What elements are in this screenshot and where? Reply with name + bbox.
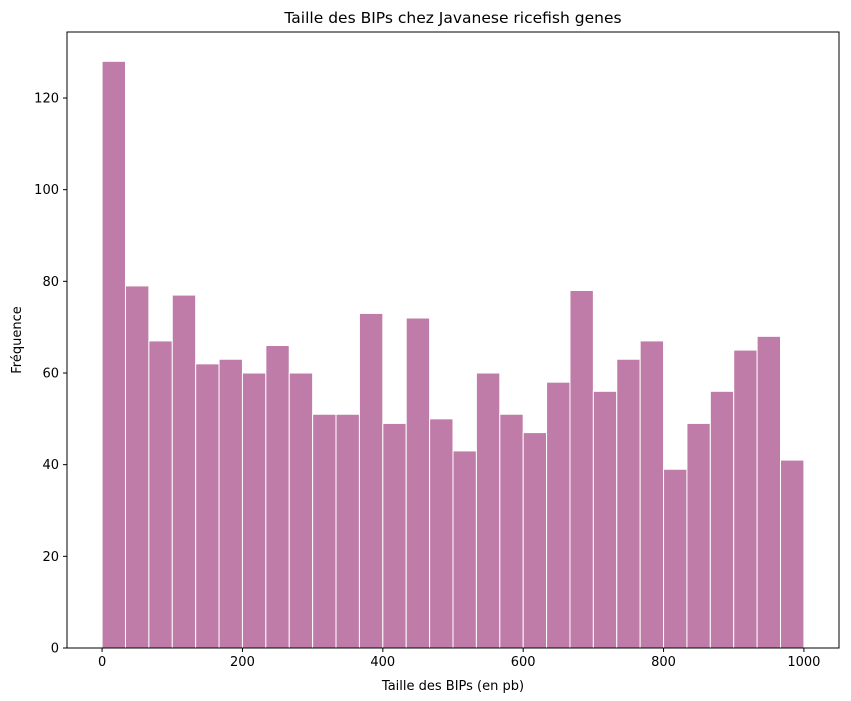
histogram-bar [592,390,618,649]
histogram-bar [429,418,454,649]
histogram-bar [124,285,150,649]
histogram-bar [101,60,126,649]
y-tick-label: 120 [34,92,59,107]
y-tick-label: 60 [42,367,59,382]
histogram-bar [639,340,665,649]
x-tick-label: 400 [370,655,395,670]
histogram-bar [148,340,173,649]
histogram-bar [452,450,477,649]
x-tick-label: 200 [230,655,255,670]
histogram-bar [733,349,758,649]
histogram-bar [686,422,711,649]
histogram-bar [756,335,782,649]
histogram-bar [265,345,290,649]
histogram-bar [499,413,524,649]
histogram-bar [709,390,735,649]
y-tick-label: 0 [51,642,59,657]
histogram-bar [358,312,384,649]
x-tick-label: 0 [98,655,106,670]
x-tick-label: 800 [651,655,676,670]
histogram-bar [475,372,501,649]
x-axis-ticks: 0 200 400 600 800 1000 [98,648,820,670]
y-tick-label: 80 [42,275,59,290]
histogram-bar [663,468,688,649]
chart-title: Taille des BIPs chez Javanese ricefish g… [283,9,621,27]
x-tick-label: 600 [511,655,536,670]
bars-group [101,60,805,649]
histogram-bar [780,459,805,649]
histogram-bar [218,358,243,649]
histogram-bar [569,290,594,649]
histogram-bar [522,432,548,649]
y-tick-label: 40 [42,458,59,473]
histogram-bar [335,413,360,649]
y-axis-ticks: 0 20 40 60 80 100 120 [34,92,67,657]
histogram-bar [312,413,337,649]
histogram-bar [616,358,641,649]
histogram-bar [405,317,431,649]
y-axis-label: Fréquence [10,306,25,373]
y-tick-label: 20 [42,550,59,565]
x-tick-label: 1000 [787,655,820,670]
histogram-bar [546,381,571,649]
y-tick-label: 100 [34,183,59,198]
histogram-bar [382,422,407,649]
histogram-bar [241,372,267,649]
histogram-bar [288,372,314,649]
plot-frame [66,31,840,649]
histogram-bar [171,294,197,649]
x-axis-label: Taille des BIPs (en pb) [381,679,524,694]
histogram-bar [195,363,220,649]
